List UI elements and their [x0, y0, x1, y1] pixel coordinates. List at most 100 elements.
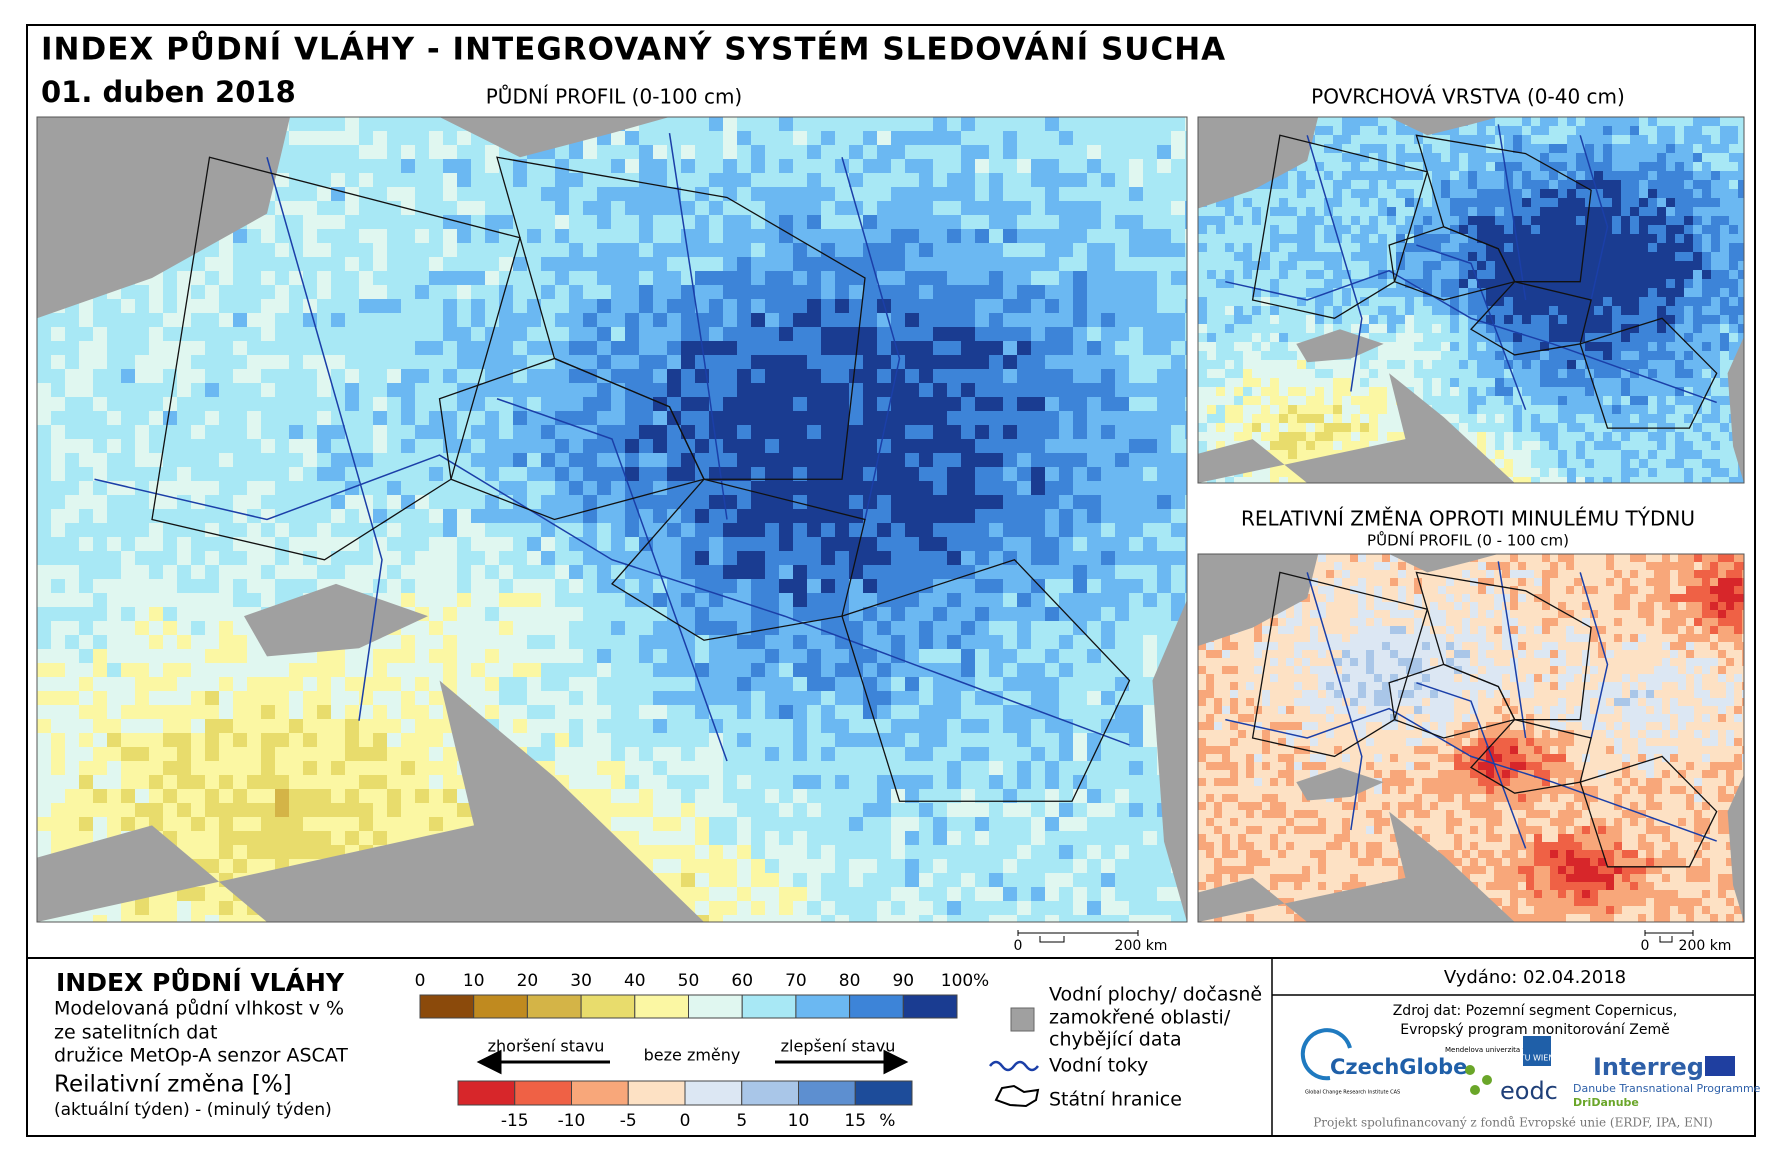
map-pixel [849, 131, 864, 146]
map-pixel [121, 425, 136, 440]
map-pixel [79, 719, 94, 734]
map-pixel [835, 565, 850, 580]
map-pixel [947, 593, 962, 608]
map-pixel [135, 621, 150, 636]
map-pixel [583, 719, 598, 734]
map-pixel [737, 873, 752, 888]
map-pixel [1087, 355, 1102, 370]
map-pixel [513, 257, 528, 272]
map-pixel [177, 425, 192, 440]
map-pixel [471, 649, 486, 664]
map-pixel [793, 845, 808, 860]
map-pixel [1073, 215, 1088, 230]
map-pixel [653, 397, 668, 412]
map-pixel [807, 901, 822, 916]
map-pixel [1157, 355, 1172, 370]
map-pixel [555, 411, 570, 426]
map-pixel [947, 523, 962, 538]
map-pixel [1017, 859, 1032, 874]
map-pixel [933, 131, 948, 146]
map-pixel [1045, 271, 1060, 286]
map-pixel [625, 243, 640, 258]
map-pixel [1143, 663, 1158, 678]
map-pixel [653, 243, 668, 258]
map-pixel [121, 495, 136, 510]
map-pixel [1087, 173, 1102, 188]
map-pixel [1059, 621, 1074, 636]
map-pixel [457, 313, 472, 328]
map-pixel [65, 831, 80, 846]
map-pixel [625, 621, 640, 636]
map-pixel [751, 635, 766, 650]
map-pixel [457, 201, 472, 216]
map-pixel [667, 775, 682, 790]
map-pixel [891, 523, 906, 538]
map-pixel [1031, 579, 1046, 594]
map-pixel [247, 705, 262, 720]
map-pixel [177, 607, 192, 622]
map-pixel [65, 565, 80, 580]
map-pixel [989, 635, 1004, 650]
map-pixel [947, 383, 962, 398]
map-pixel [1073, 509, 1088, 524]
map-pixel [891, 145, 906, 160]
map-pixel [317, 761, 332, 776]
map-pixel [737, 467, 752, 482]
map-pixel [1549, 117, 1559, 127]
map-pixel [583, 691, 598, 706]
map-pixel [93, 663, 108, 678]
map-pixel [765, 369, 780, 384]
map-pixel [975, 873, 990, 888]
map-pixel [667, 719, 682, 734]
map-pixel [793, 831, 808, 846]
map-pixel [625, 439, 640, 454]
map-pixel [1003, 509, 1018, 524]
map-pixel [625, 397, 640, 412]
map-pixel [1003, 229, 1018, 244]
map-pixel [1073, 285, 1088, 300]
map-pixel [555, 621, 570, 636]
map-pixel [247, 775, 262, 790]
map-pixel [1003, 159, 1018, 174]
map-pixel [695, 495, 710, 510]
map-pixel [331, 299, 346, 314]
map-pixel [1115, 663, 1130, 678]
map-pixel [247, 229, 262, 244]
map-pixel [751, 607, 766, 622]
map-pixel [905, 565, 920, 580]
map-pixel [233, 649, 248, 664]
map-pixel [779, 467, 794, 482]
map-pixel [737, 411, 752, 426]
map-pixel [1003, 453, 1018, 468]
map-pixel [849, 691, 864, 706]
map-pixel [919, 915, 934, 922]
map-pixel [401, 649, 416, 664]
map-pixel [261, 733, 276, 748]
map-pixel [1157, 425, 1172, 440]
map-pixel [751, 593, 766, 608]
map-pixel [569, 705, 584, 720]
map-pixel [653, 831, 668, 846]
map-pixel [947, 551, 962, 566]
map-pixel [275, 481, 290, 496]
map-pixel [93, 355, 108, 370]
map-pixel [807, 845, 822, 860]
map-pixel [79, 579, 94, 594]
map-pixel [289, 243, 304, 258]
map-pixel [1143, 817, 1158, 832]
map-pixel [597, 607, 612, 622]
map-pixel [1143, 355, 1158, 370]
map-pixel [1738, 117, 1744, 127]
map-pixel [639, 551, 654, 566]
map-pixel [373, 369, 388, 384]
map-pixel [233, 341, 248, 356]
map-pixel [1101, 425, 1116, 440]
map-pixel [877, 271, 892, 286]
map-pixel [121, 397, 136, 412]
map-pixel [821, 257, 836, 272]
map-pixel [1477, 117, 1487, 127]
map-pixel [261, 257, 276, 272]
map-pixel [793, 397, 808, 412]
map-pixel [289, 803, 304, 818]
map-pixel [1003, 621, 1018, 636]
